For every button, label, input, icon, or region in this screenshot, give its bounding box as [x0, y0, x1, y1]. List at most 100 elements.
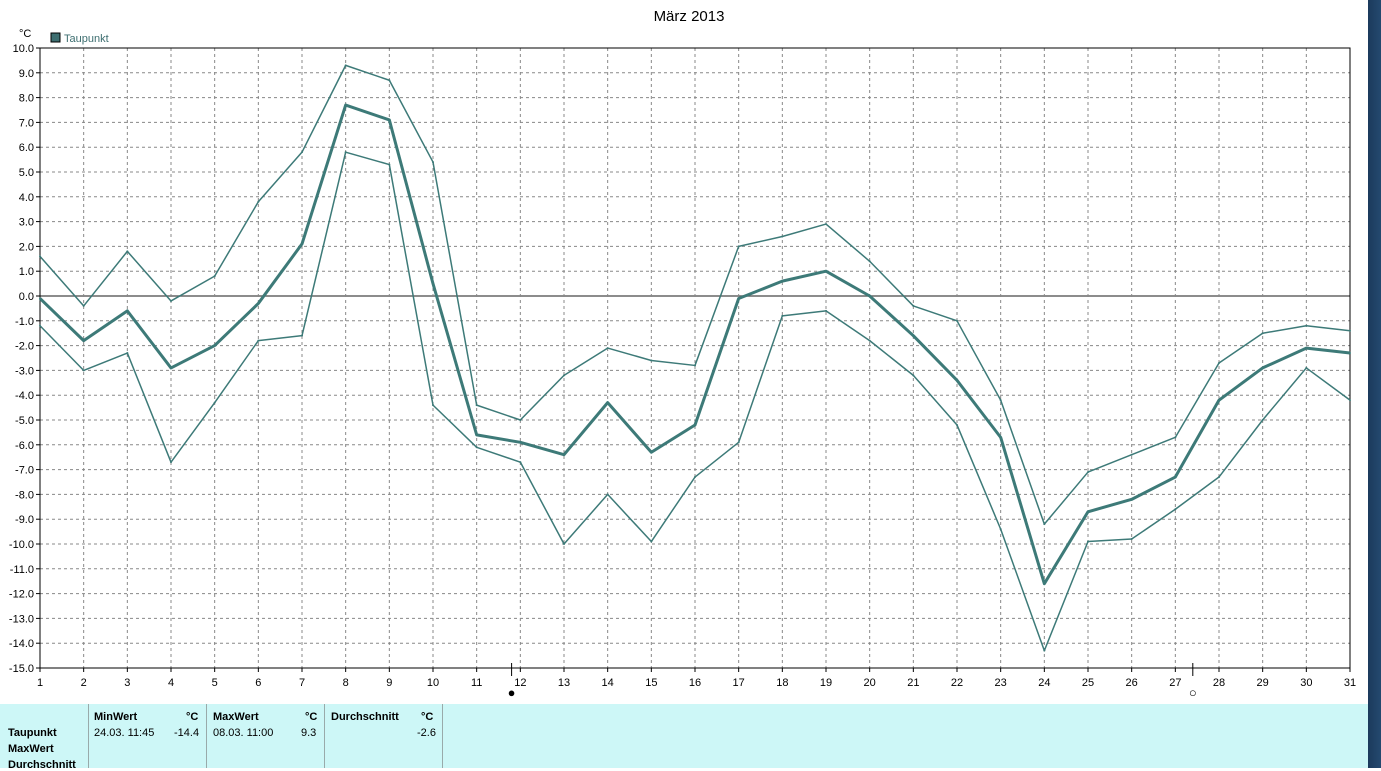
y-tick-label: -14.0	[9, 638, 34, 650]
data-point-max	[519, 419, 522, 421]
x-tick-label: 28	[1213, 677, 1225, 689]
data-point-max	[1261, 332, 1264, 335]
y-tick-label: 2.0	[19, 241, 34, 253]
x-tick-label: 4	[168, 677, 174, 689]
series-lines	[38, 64, 1351, 652]
x-tick-label: 12	[514, 677, 526, 689]
y-tick-label: -9.0	[15, 514, 34, 526]
avg-header: Durchschnitt	[331, 711, 399, 723]
data-point-avg	[825, 270, 827, 273]
data-point-max	[694, 364, 696, 367]
avg-unit: °C	[421, 711, 434, 723]
dew-point-chart: März 2013 °C Taupunkt 10.09.08.07.06.05.…	[9, 8, 1356, 700]
legend-swatch	[50, 32, 61, 43]
y-tick-label: -8.0	[15, 489, 34, 501]
data-point-avg	[39, 297, 41, 300]
data-point-min	[999, 528, 1002, 531]
series-line-min	[39, 151, 1351, 652]
data-point-max	[475, 404, 478, 407]
data-point-min	[694, 476, 696, 479]
data-point-max	[344, 64, 347, 67]
x-tick-label: 11	[471, 677, 482, 689]
chart-title: März 2013	[654, 8, 725, 25]
statistics-panel: Taupunkt MaxWert Durchschnitt MinWert °C…	[0, 704, 1368, 771]
data-point-min	[213, 401, 216, 404]
max-unit: °C	[305, 711, 318, 723]
y-tick-label: 5.0	[19, 167, 34, 179]
data-point-avg	[344, 104, 347, 107]
data-point-avg	[432, 282, 434, 285]
x-tick-label: 18	[776, 677, 788, 689]
data-point-max	[868, 260, 871, 263]
data-point-min	[781, 314, 784, 317]
window-edge	[1368, 0, 1381, 768]
data-point-avg	[1174, 476, 1177, 479]
data-point-max	[1043, 523, 1046, 526]
min-value: -14.4	[174, 727, 200, 739]
data-point-max	[432, 161, 434, 164]
y-tick-label: -10.0	[9, 539, 34, 551]
y-tick-label: 3.0	[19, 217, 34, 229]
x-tick-label: 2	[81, 677, 87, 689]
y-tick-label: 10.0	[13, 43, 34, 55]
data-point-min	[1174, 508, 1177, 511]
max-when: 08.03. 11:00	[213, 727, 274, 739]
y-tick-label: 6.0	[19, 142, 34, 154]
data-point-max	[39, 255, 41, 258]
moon-phase-marker: ○	[1189, 685, 1197, 700]
data-point-max	[606, 347, 609, 350]
x-tick-label: 22	[951, 677, 963, 689]
data-point-min	[563, 543, 565, 545]
max-value: 9.3	[301, 727, 317, 739]
data-point-min	[1218, 476, 1220, 479]
data-point-avg	[650, 451, 653, 454]
grid	[39, 47, 1351, 669]
data-point-min	[126, 352, 129, 355]
data-point-max	[1130, 453, 1133, 456]
data-point-min	[1305, 366, 1308, 369]
data-point-max	[999, 399, 1002, 402]
data-point-max	[213, 275, 216, 278]
moon-phase-marker: ●	[508, 685, 516, 700]
data-point-avg	[1305, 347, 1308, 350]
y-tick-label: 4.0	[19, 192, 34, 204]
y-tick-label: 7.0	[19, 117, 34, 129]
avg-value: -2.6	[417, 727, 436, 739]
data-point-avg	[781, 280, 784, 283]
data-point-min	[650, 540, 653, 543]
x-tick-label: 6	[255, 677, 261, 689]
stats-min-column: MinWert °C 24.03. 11:45 -14.4	[88, 704, 206, 768]
data-point-min	[912, 374, 915, 377]
y-tick-label: -6.0	[15, 440, 34, 452]
y-tick-label: 0.0	[19, 291, 34, 303]
y-tick-label: -3.0	[15, 365, 34, 377]
y-tick-label: -7.0	[15, 465, 34, 477]
x-tick-label: 16	[689, 677, 701, 689]
data-point-avg	[82, 339, 85, 342]
x-tick-label: 26	[1126, 677, 1138, 689]
data-point-max	[82, 304, 85, 307]
x-tick-label: 3	[124, 677, 130, 689]
data-point-min	[606, 493, 609, 496]
data-point-min	[344, 151, 347, 154]
y-unit-label: °C	[19, 28, 31, 40]
data-point-min	[1349, 399, 1351, 402]
data-point-max	[1087, 471, 1089, 474]
y-tick-label: -13.0	[9, 613, 34, 625]
data-point-avg	[694, 423, 696, 426]
data-point-min	[475, 446, 478, 449]
x-tick-label: 27	[1169, 677, 1181, 689]
data-point-avg	[475, 433, 478, 436]
data-point-max	[126, 250, 129, 253]
x-tick-label: 31	[1344, 677, 1356, 689]
y-axis-ticks: 10.0 9.0 8.0 7.0 6.0 5.0 4.0 3.0 2.0 1.0 0.0 -1.0 -2…	[9, 43, 40, 675]
data-point-avg	[1130, 498, 1133, 501]
data-point-avg	[519, 441, 522, 444]
x-tick-label: 8	[343, 677, 349, 689]
x-tick-label: 14	[602, 677, 614, 689]
data-point-min	[170, 461, 172, 464]
y-tick-label: -5.0	[15, 415, 34, 427]
moon-phase-markers: ● ○	[508, 663, 1197, 700]
data-point-min	[868, 339, 871, 342]
data-point-min	[956, 423, 958, 426]
